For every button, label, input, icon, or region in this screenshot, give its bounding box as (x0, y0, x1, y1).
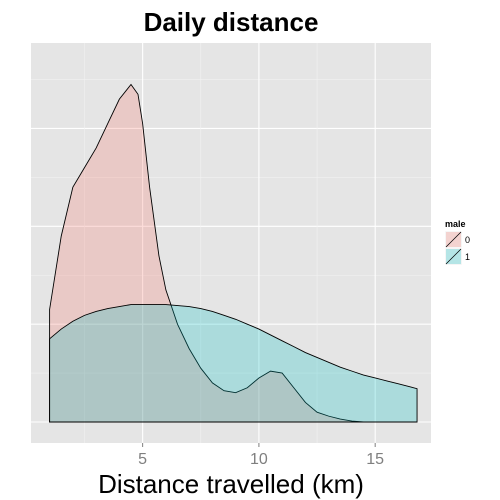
x-tick-label: 10 (250, 451, 268, 468)
x-tick-label: 15 (366, 451, 384, 468)
legend-label-0: 0 (465, 235, 470, 245)
x-axis-ticks: 5 10 15 (138, 443, 384, 468)
legend: male 0 1 (445, 219, 470, 265)
x-axis-label: Distance travelled (km) (98, 469, 364, 499)
x-tick-label: 5 (138, 451, 147, 468)
chart-title: Daily distance (144, 7, 319, 37)
legend-label-1: 1 (465, 252, 470, 262)
legend-title: male (445, 219, 466, 229)
